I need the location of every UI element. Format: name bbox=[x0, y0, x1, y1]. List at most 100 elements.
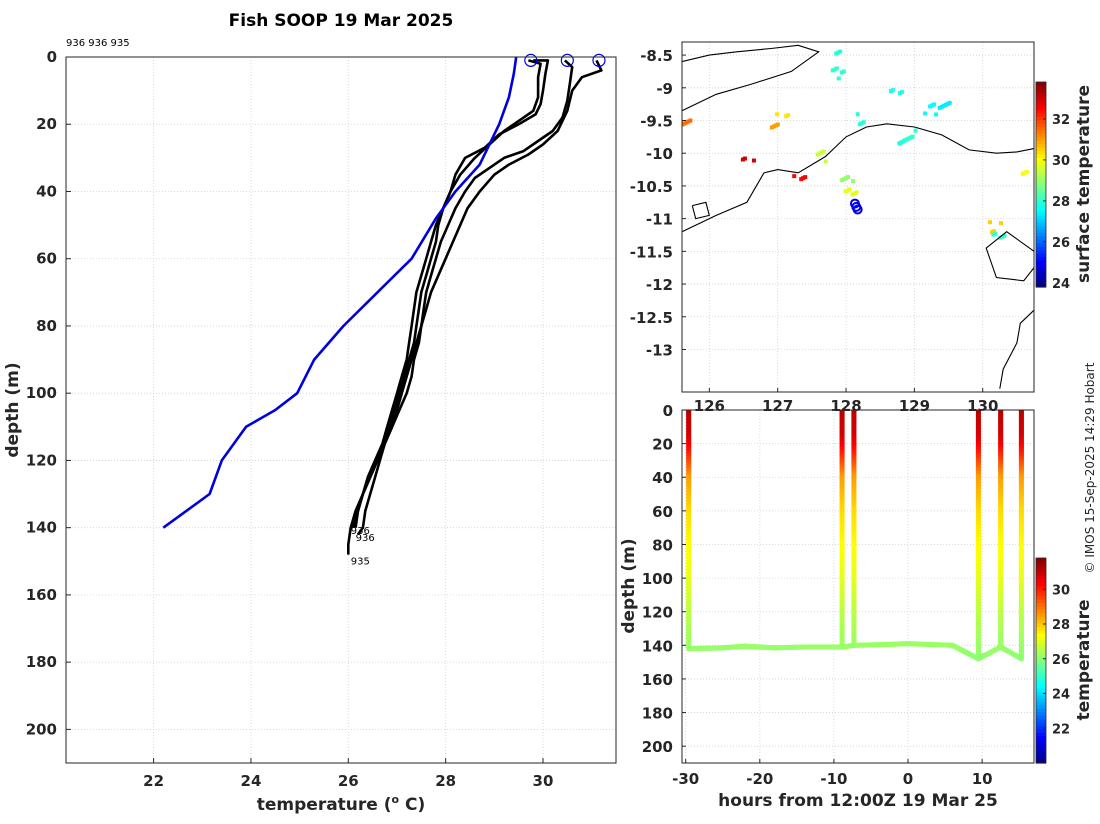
section-cast-point bbox=[975, 450, 981, 454]
colorbar-segment bbox=[1036, 232, 1046, 237]
section-cast-point bbox=[998, 634, 1004, 638]
section-cast-point bbox=[839, 638, 845, 642]
section-cast-point bbox=[1018, 434, 1024, 438]
section-casts bbox=[686, 410, 1024, 662]
section-cast-point bbox=[851, 586, 857, 590]
section-cast-point bbox=[975, 616, 981, 620]
section-track-point bbox=[710, 645, 715, 651]
section-cast-point bbox=[686, 483, 692, 487]
section-cast-point bbox=[1018, 523, 1024, 527]
colorbar-segment bbox=[1036, 119, 1046, 124]
section-cast-point bbox=[686, 458, 692, 462]
section-track-point bbox=[1019, 656, 1024, 662]
section-track-point bbox=[712, 645, 717, 651]
profile-line-936 bbox=[351, 59, 542, 529]
section-cast-point bbox=[851, 563, 857, 567]
section-cast-point bbox=[1018, 590, 1024, 594]
section-cast-point bbox=[975, 503, 981, 507]
section-cast-point bbox=[998, 586, 1004, 590]
section-cast-point bbox=[975, 644, 981, 648]
colorbar-segment bbox=[1036, 191, 1046, 196]
section-cast-point bbox=[851, 610, 857, 614]
section-cast-point bbox=[975, 614, 981, 618]
section-track-point bbox=[883, 641, 888, 647]
section-cast-point bbox=[1018, 432, 1024, 436]
profile-y-axis-label: depth (m) bbox=[3, 362, 23, 457]
section-cast-point bbox=[1018, 501, 1024, 505]
section-cast-point bbox=[975, 493, 981, 497]
section-cast-point bbox=[851, 531, 857, 535]
colorbar-segment bbox=[1036, 718, 1046, 723]
colorbar-segment bbox=[1036, 646, 1046, 651]
section-cast-point bbox=[851, 485, 857, 489]
section-cast-point bbox=[1018, 547, 1024, 551]
section-cast-point bbox=[851, 418, 857, 422]
section-cast-point bbox=[998, 460, 1004, 464]
sst-pixel bbox=[823, 159, 828, 164]
section-cast-point bbox=[1018, 460, 1024, 464]
section-cast-point bbox=[839, 511, 845, 515]
climatology-line bbox=[162, 57, 518, 529]
section-cast-point bbox=[839, 420, 845, 424]
colorbar-segment bbox=[1036, 633, 1046, 638]
cast-end-label: 936 bbox=[356, 533, 375, 544]
section-cast-point bbox=[851, 432, 857, 436]
section-cast-point bbox=[839, 604, 845, 608]
section-track-point bbox=[942, 642, 947, 648]
section-cast-point bbox=[998, 440, 1004, 444]
section-cast-point bbox=[1018, 410, 1024, 414]
section-cast-point bbox=[998, 583, 1004, 587]
map-y-tick-label: -11.5 bbox=[630, 243, 673, 261]
section-cast-point bbox=[686, 569, 692, 573]
sst-pixel bbox=[897, 91, 902, 96]
section-cast-point bbox=[839, 543, 845, 547]
section-cast-point bbox=[1018, 475, 1024, 479]
section-cast-point bbox=[686, 577, 692, 581]
section-cast-point bbox=[839, 440, 845, 444]
section-cast-point bbox=[851, 517, 857, 521]
section-cast-point bbox=[975, 638, 981, 642]
section-track-point bbox=[990, 648, 995, 654]
colorbar-segment bbox=[1036, 235, 1046, 240]
colorbar-segment bbox=[1036, 112, 1046, 117]
section-cast-point bbox=[686, 539, 692, 543]
section-cast-point bbox=[1018, 632, 1024, 636]
sst-pixel bbox=[1020, 171, 1025, 176]
colorbar-segment bbox=[1036, 99, 1046, 104]
section-cast-point bbox=[975, 527, 981, 531]
section-cast-point bbox=[1018, 579, 1024, 583]
section-cast-point bbox=[975, 428, 981, 432]
section-cast-point bbox=[1018, 600, 1024, 604]
section-track-point bbox=[916, 641, 921, 647]
section-cast-point bbox=[1018, 416, 1024, 420]
section-cast-point bbox=[1018, 630, 1024, 634]
section-cast-point bbox=[686, 545, 692, 549]
section-cast-point bbox=[998, 450, 1004, 454]
section-cast-point bbox=[998, 523, 1004, 527]
section-cast-point bbox=[998, 521, 1004, 525]
section-cast-point bbox=[851, 487, 857, 491]
colorbar-segment bbox=[1036, 571, 1046, 576]
colorbar-segment bbox=[1036, 575, 1046, 580]
section-cast-point bbox=[1018, 487, 1024, 491]
section-cast-point bbox=[998, 569, 1004, 573]
section-cast-point bbox=[851, 511, 857, 515]
section-cast-point bbox=[975, 442, 981, 446]
section-cast-point bbox=[686, 513, 692, 517]
colorbar-segment bbox=[1036, 667, 1046, 672]
section-cast-point bbox=[851, 590, 857, 594]
section-cast-point bbox=[686, 426, 692, 430]
section-cast-point bbox=[686, 493, 692, 497]
section-cast-point bbox=[1018, 622, 1024, 626]
section-cast-point bbox=[975, 495, 981, 499]
section-cast-point bbox=[1018, 471, 1024, 475]
colorbar-segment bbox=[1036, 711, 1046, 716]
colorbar-segment bbox=[1036, 622, 1046, 627]
section-track-point bbox=[720, 645, 725, 651]
colorbar-segment bbox=[1036, 126, 1046, 131]
section-cast-point bbox=[839, 428, 845, 432]
section-cast-point bbox=[851, 424, 857, 428]
section-cast-point bbox=[975, 586, 981, 590]
section-cast-point bbox=[998, 426, 1004, 430]
section-cast-point bbox=[975, 438, 981, 442]
